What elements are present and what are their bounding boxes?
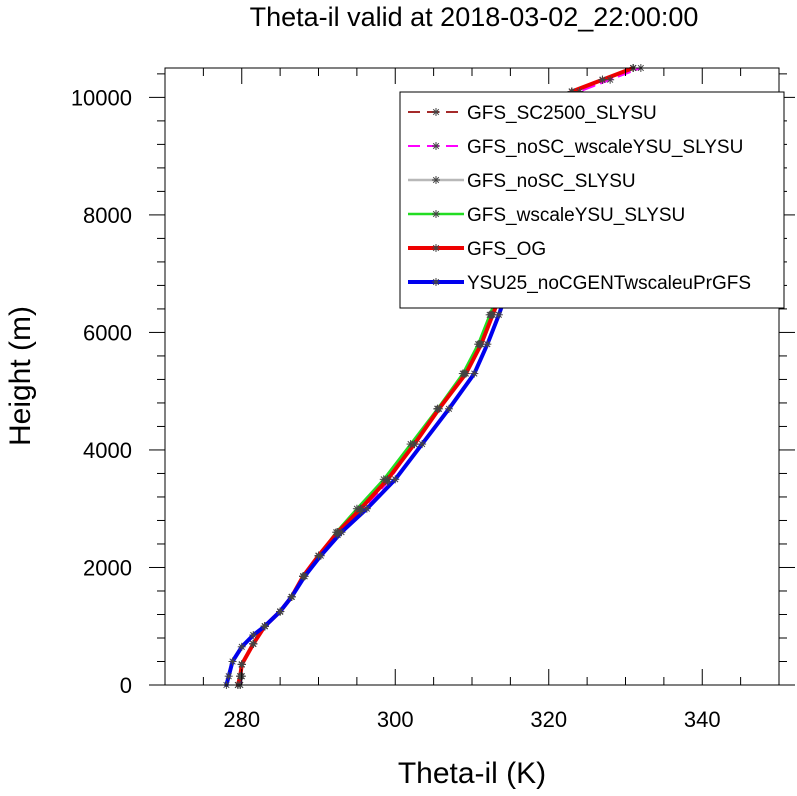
- legend-label: GFS_noSC_wscaleYSU_SLYSU: [467, 137, 743, 158]
- series-point-6: [249, 631, 258, 640]
- series-point-6: [300, 572, 309, 581]
- series-point-6: [224, 672, 233, 681]
- x-axis-label: Theta-il (K): [398, 757, 546, 790]
- y-axis-label: Height (m): [4, 306, 37, 446]
- legend-label: GFS_noSC_SLYSU: [467, 171, 636, 192]
- series-point-6: [228, 657, 237, 666]
- y-tick-label: 2000: [83, 555, 132, 580]
- x-tick-label: 340: [684, 707, 721, 732]
- legend-label: GFS_OG: [467, 239, 546, 260]
- series-point-6: [362, 504, 371, 513]
- plot-frame: [164, 67, 780, 686]
- legend-marker: [432, 176, 440, 184]
- series-point-6: [260, 622, 269, 631]
- series-point-5: [434, 404, 443, 413]
- series-point-5: [410, 440, 419, 449]
- series-point-5: [236, 672, 245, 681]
- legend-marker: [432, 244, 440, 252]
- series-point-5: [383, 475, 392, 484]
- y-tick-label: 0: [120, 673, 132, 698]
- series-point-6: [483, 340, 492, 349]
- series-point-6: [237, 642, 246, 651]
- x-tick-label: 320: [530, 707, 567, 732]
- y-tick-label: 4000: [83, 438, 132, 463]
- series-point-6: [470, 369, 479, 378]
- legend-box: [399, 91, 785, 309]
- legend-label: GFS_wscaleYSU_SLYSU: [467, 205, 685, 226]
- series-point-6: [494, 310, 503, 319]
- x-tick-label: 280: [223, 707, 260, 732]
- series-point-6: [444, 404, 453, 413]
- legend-marker: [432, 142, 440, 150]
- series-point-5: [237, 660, 246, 669]
- series-point-6: [316, 551, 325, 560]
- y-tick-label: 6000: [83, 320, 132, 345]
- legend-label: GFS_SC2500_SLYSU: [467, 103, 657, 124]
- legend-marker: [432, 108, 440, 116]
- x-tick-label: 300: [377, 707, 414, 732]
- ticks-layer: 280 300 320 340 0 2000 4000 6000 8000 10000: [71, 68, 795, 732]
- legend-label: YSU25_noCGENTwscaleuPrGFS: [467, 273, 751, 294]
- y-tick-label: 10000: [71, 85, 132, 110]
- legend-marker: [432, 278, 440, 286]
- chart-title: Theta-il valid at 2018-03-02_22:00:00: [250, 2, 699, 32]
- series-point-5: [249, 639, 258, 648]
- legend: GFS_SC2500_SLYSU GFS_noSC_wscaleYSU_SLYSU…: [399, 91, 785, 309]
- series-point-5: [461, 369, 470, 378]
- series-point-6: [418, 440, 427, 449]
- series-point-6: [337, 528, 346, 537]
- series-point-6: [276, 607, 285, 616]
- series-point-2: [606, 75, 615, 84]
- series-point-5: [598, 75, 607, 84]
- series-point-6: [287, 592, 296, 601]
- y-tick-label: 8000: [83, 203, 132, 228]
- series-point-6: [391, 475, 400, 484]
- legend-marker: [432, 210, 440, 218]
